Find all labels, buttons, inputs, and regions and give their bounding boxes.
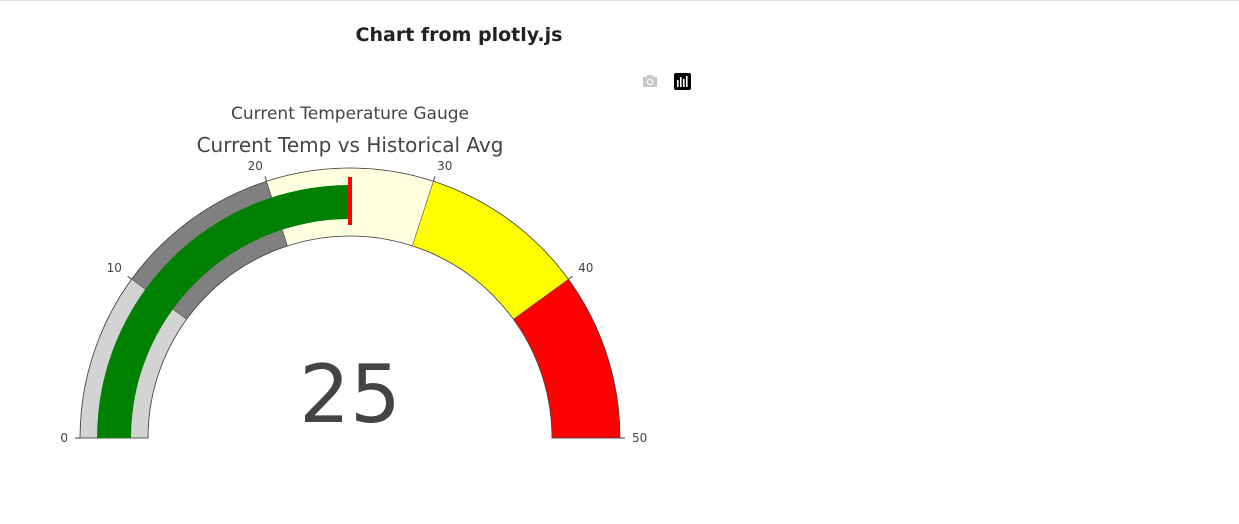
gauge-tick-label: 10 (107, 261, 122, 275)
top-border (0, 0, 1239, 1)
gauge-ticks: 0 10 20 30 40 50 (60, 159, 647, 445)
gauge-value-bar (97, 185, 350, 438)
gauge-outline (79, 167, 621, 439)
gauge-tick-label: 50 (632, 431, 647, 445)
gauge-bar-layer (97, 185, 350, 438)
gauge-value: 25 (299, 348, 401, 441)
gauge-tick-label: 20 (248, 159, 263, 173)
modebar (640, 71, 692, 91)
gauge-tick-label: 40 (578, 261, 593, 275)
indicator-title: Current Temp vs Historical Avg (197, 133, 504, 157)
camera-icon (643, 75, 657, 87)
camera-button[interactable] (640, 71, 660, 91)
page-heading: Chart from plotly.js (355, 24, 563, 46)
gauge-outline-arc (79, 167, 621, 439)
gauge-tick-mark (127, 275, 132, 280)
gauge-title: Current Temperature Gauge (231, 104, 469, 124)
plotly-logo-button[interactable] (672, 71, 692, 91)
plotly-logo-icon (673, 72, 691, 90)
gauge-tick-mark (264, 176, 268, 182)
gauge-tick-mark (568, 275, 573, 280)
gauge-tick-label: 30 (437, 159, 452, 173)
gauge-tick-label: 0 (60, 431, 68, 445)
gauge-tick-mark (432, 176, 436, 182)
